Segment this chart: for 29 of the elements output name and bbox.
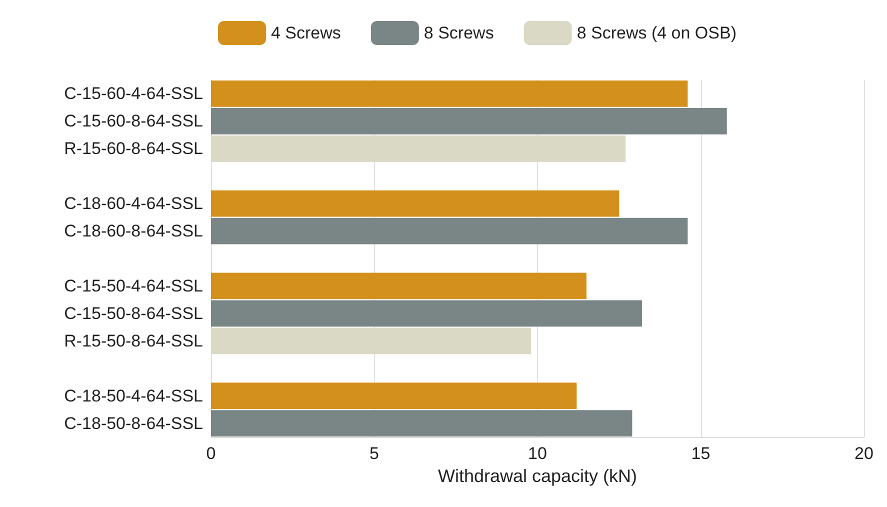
x-tick-label: 0 — [206, 444, 216, 463]
bar — [211, 80, 688, 107]
x-tick-label: 15 — [691, 444, 710, 463]
bar — [211, 410, 632, 436]
y-tick-label: R-15-50-8-64-SSL — [64, 331, 203, 350]
bar — [211, 135, 626, 162]
legend-label: 8 Screws (4 on OSB) — [576, 24, 736, 42]
legend-label: 8 Screws — [424, 24, 494, 42]
x-tick-label: 5 — [370, 444, 379, 463]
y-tick-label: C-18-60-8-64-SSL — [64, 222, 203, 241]
bar — [211, 272, 586, 300]
y-tick-label: C-18-50-4-64-SSL — [64, 386, 203, 406]
y-tick-label: C-18-60-4-64-SSL — [64, 194, 203, 214]
y-tick-label: R-15-60-8-64-SSL — [64, 139, 203, 158]
bar — [211, 190, 620, 217]
x-axis-title: Withdrawal capacity (kN) — [438, 466, 638, 486]
y-tick-label: C-18-50-8-64-SSL — [64, 414, 203, 433]
y-tick-label: C-15-50-4-64-SSL — [64, 276, 203, 296]
bar — [211, 328, 531, 354]
x-tick-label: 20 — [854, 444, 874, 463]
legend-label: 4 Screws — [271, 24, 341, 42]
y-tick-label: C-15-60-8-64-SSL — [64, 112, 203, 131]
bar — [211, 300, 642, 327]
bar — [211, 382, 577, 409]
y-tick-label: C-15-60-4-64-SSL — [64, 84, 203, 104]
x-tick-label: 10 — [528, 444, 547, 463]
y-tick-label: C-15-50-8-64-SSL — [64, 304, 203, 323]
bar — [211, 218, 688, 244]
bar — [211, 108, 727, 134]
